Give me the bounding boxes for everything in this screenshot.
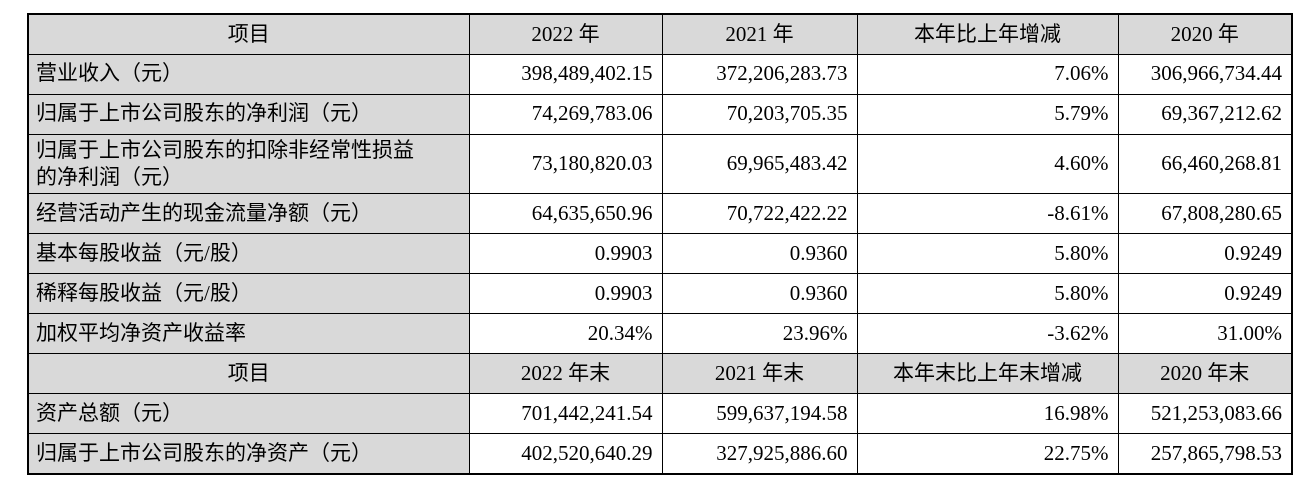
table-row: 加权平均净资产收益率 20.34% 23.96% -3.62% 31.00% <box>27 313 1293 355</box>
header-cell-change: 本年比上年增减 <box>856 13 1119 55</box>
value-cell-y2021: 70,722,422.22 <box>661 193 858 235</box>
row-label: 资产总额（元） <box>27 393 470 435</box>
value-cell-y2022: 74,269,783.06 <box>468 93 663 135</box>
value-cell-y2020-end: 521,253,083.66 <box>1117 393 1293 435</box>
value-cell-y2022: 20.34% <box>468 313 663 355</box>
header-cell-y2020: 2020 年 <box>1117 13 1293 55</box>
row-label: 营业收入（元） <box>27 53 470 95</box>
header-cell-item: 项目 <box>27 13 470 55</box>
row-label: 加权平均净资产收益率 <box>27 313 470 355</box>
value-cell-change: 5.80% <box>856 273 1119 315</box>
header-cell-y2021-end: 2021 年末 <box>661 353 858 395</box>
header-cell-change-end: 本年末比上年末增减 <box>856 353 1119 395</box>
value-cell-change-end: 16.98% <box>856 393 1119 435</box>
value-cell-change: 4.60% <box>856 133 1119 195</box>
table-row: 归属于上市公司股东的净利润（元） 74,269,783.06 70,203,705.… <box>27 93 1293 135</box>
value-cell-y2021-end: 327,925,886.60 <box>661 433 858 475</box>
row-label: 归属于上市公司股东的扣除非经常性损益的净利润（元） <box>27 133 470 195</box>
value-cell-y2020: 31.00% <box>1117 313 1293 355</box>
value-cell-y2020-end: 257,865,798.53 <box>1117 433 1293 475</box>
table-row: 营业收入（元） 398,489,402.15 372,206,283.73 7.06%… <box>27 53 1293 95</box>
row-label: 稀释每股收益（元/股） <box>27 273 470 315</box>
row-label: 归属于上市公司股东的净利润（元） <box>27 93 470 135</box>
value-cell-y2020: 306,966,734.44 <box>1117 53 1293 95</box>
table-row: 基本每股收益（元/股） 0.9903 0.9360 5.80% 0.9249 <box>27 233 1293 275</box>
header-cell-item-end: 项目 <box>27 353 470 395</box>
header-cell-y2022-end: 2022 年末 <box>468 353 663 395</box>
value-cell-y2021: 0.9360 <box>661 273 858 315</box>
value-cell-y2021-end: 599,637,194.58 <box>661 393 858 435</box>
value-cell-y2022: 0.9903 <box>468 233 663 275</box>
header-row-end: 项目 2022 年末 2021 年末 本年末比上年末增减 2020 年末 <box>27 353 1293 395</box>
row-label: 归属于上市公司股东的净资产（元） <box>27 433 470 475</box>
value-cell-y2022: 0.9903 <box>468 273 663 315</box>
value-cell-y2020: 0.9249 <box>1117 273 1293 315</box>
header-cell-y2021: 2021 年 <box>661 13 858 55</box>
header-cell-y2022: 2022 年 <box>468 13 663 55</box>
value-cell-change: 7.06% <box>856 53 1119 95</box>
value-cell-change: -3.62% <box>856 313 1119 355</box>
table-row: 归属于上市公司股东的净资产（元） 402,520,640.29 327,925,88… <box>27 433 1293 475</box>
value-cell-y2021: 23.96% <box>661 313 858 355</box>
table-row: 稀释每股收益（元/股） 0.9903 0.9360 5.80% 0.9249 <box>27 273 1293 315</box>
row-label: 基本每股收益（元/股） <box>27 233 470 275</box>
value-cell-y2022: 73,180,820.03 <box>468 133 663 195</box>
value-cell-y2022: 64,635,650.96 <box>468 193 663 235</box>
table-row: 归属于上市公司股东的扣除非经常性损益的净利润（元） 73,180,820.03 69… <box>27 133 1293 195</box>
table-body: 项目 2022 年 2021 年本年比上年增减 2020 年营业收入（元） 398,48… <box>27 13 1293 475</box>
value-cell-change: -8.61% <box>856 193 1119 235</box>
table-row: 资产总额（元） 701,442,241.54 599,637,194.58 16.98… <box>27 393 1293 435</box>
value-cell-y2020: 67,808,280.65 <box>1117 193 1293 235</box>
value-cell-y2020: 69,367,212.62 <box>1117 93 1293 135</box>
value-cell-y2022-end: 701,442,241.54 <box>468 393 663 435</box>
row-label: 经营活动产生的现金流量净额（元） <box>27 193 470 235</box>
value-cell-y2022-end: 402,520,640.29 <box>468 433 663 475</box>
table-row: 经营活动产生的现金流量净额（元） 64,635,650.96 70,722,422.… <box>27 193 1293 235</box>
financial-summary-table: 项目 2022 年 2021 年本年比上年增减 2020 年营业收入（元） 398,48… <box>27 13 1293 475</box>
value-cell-y2020: 66,460,268.81 <box>1117 133 1293 195</box>
value-cell-y2021: 70,203,705.35 <box>661 93 858 135</box>
value-cell-change-end: 22.75% <box>856 433 1119 475</box>
value-cell-y2020: 0.9249 <box>1117 233 1293 275</box>
value-cell-y2021: 372,206,283.73 <box>661 53 858 95</box>
header-cell-y2020-end: 2020 年末 <box>1117 353 1293 395</box>
value-cell-y2021: 69,965,483.42 <box>661 133 858 195</box>
value-cell-change: 5.79% <box>856 93 1119 135</box>
header-row: 项目 2022 年 2021 年本年比上年增减 2020 年 <box>27 13 1293 55</box>
value-cell-change: 5.80% <box>856 233 1119 275</box>
value-cell-y2021: 0.9360 <box>661 233 858 275</box>
value-cell-y2022: 398,489,402.15 <box>468 53 663 95</box>
